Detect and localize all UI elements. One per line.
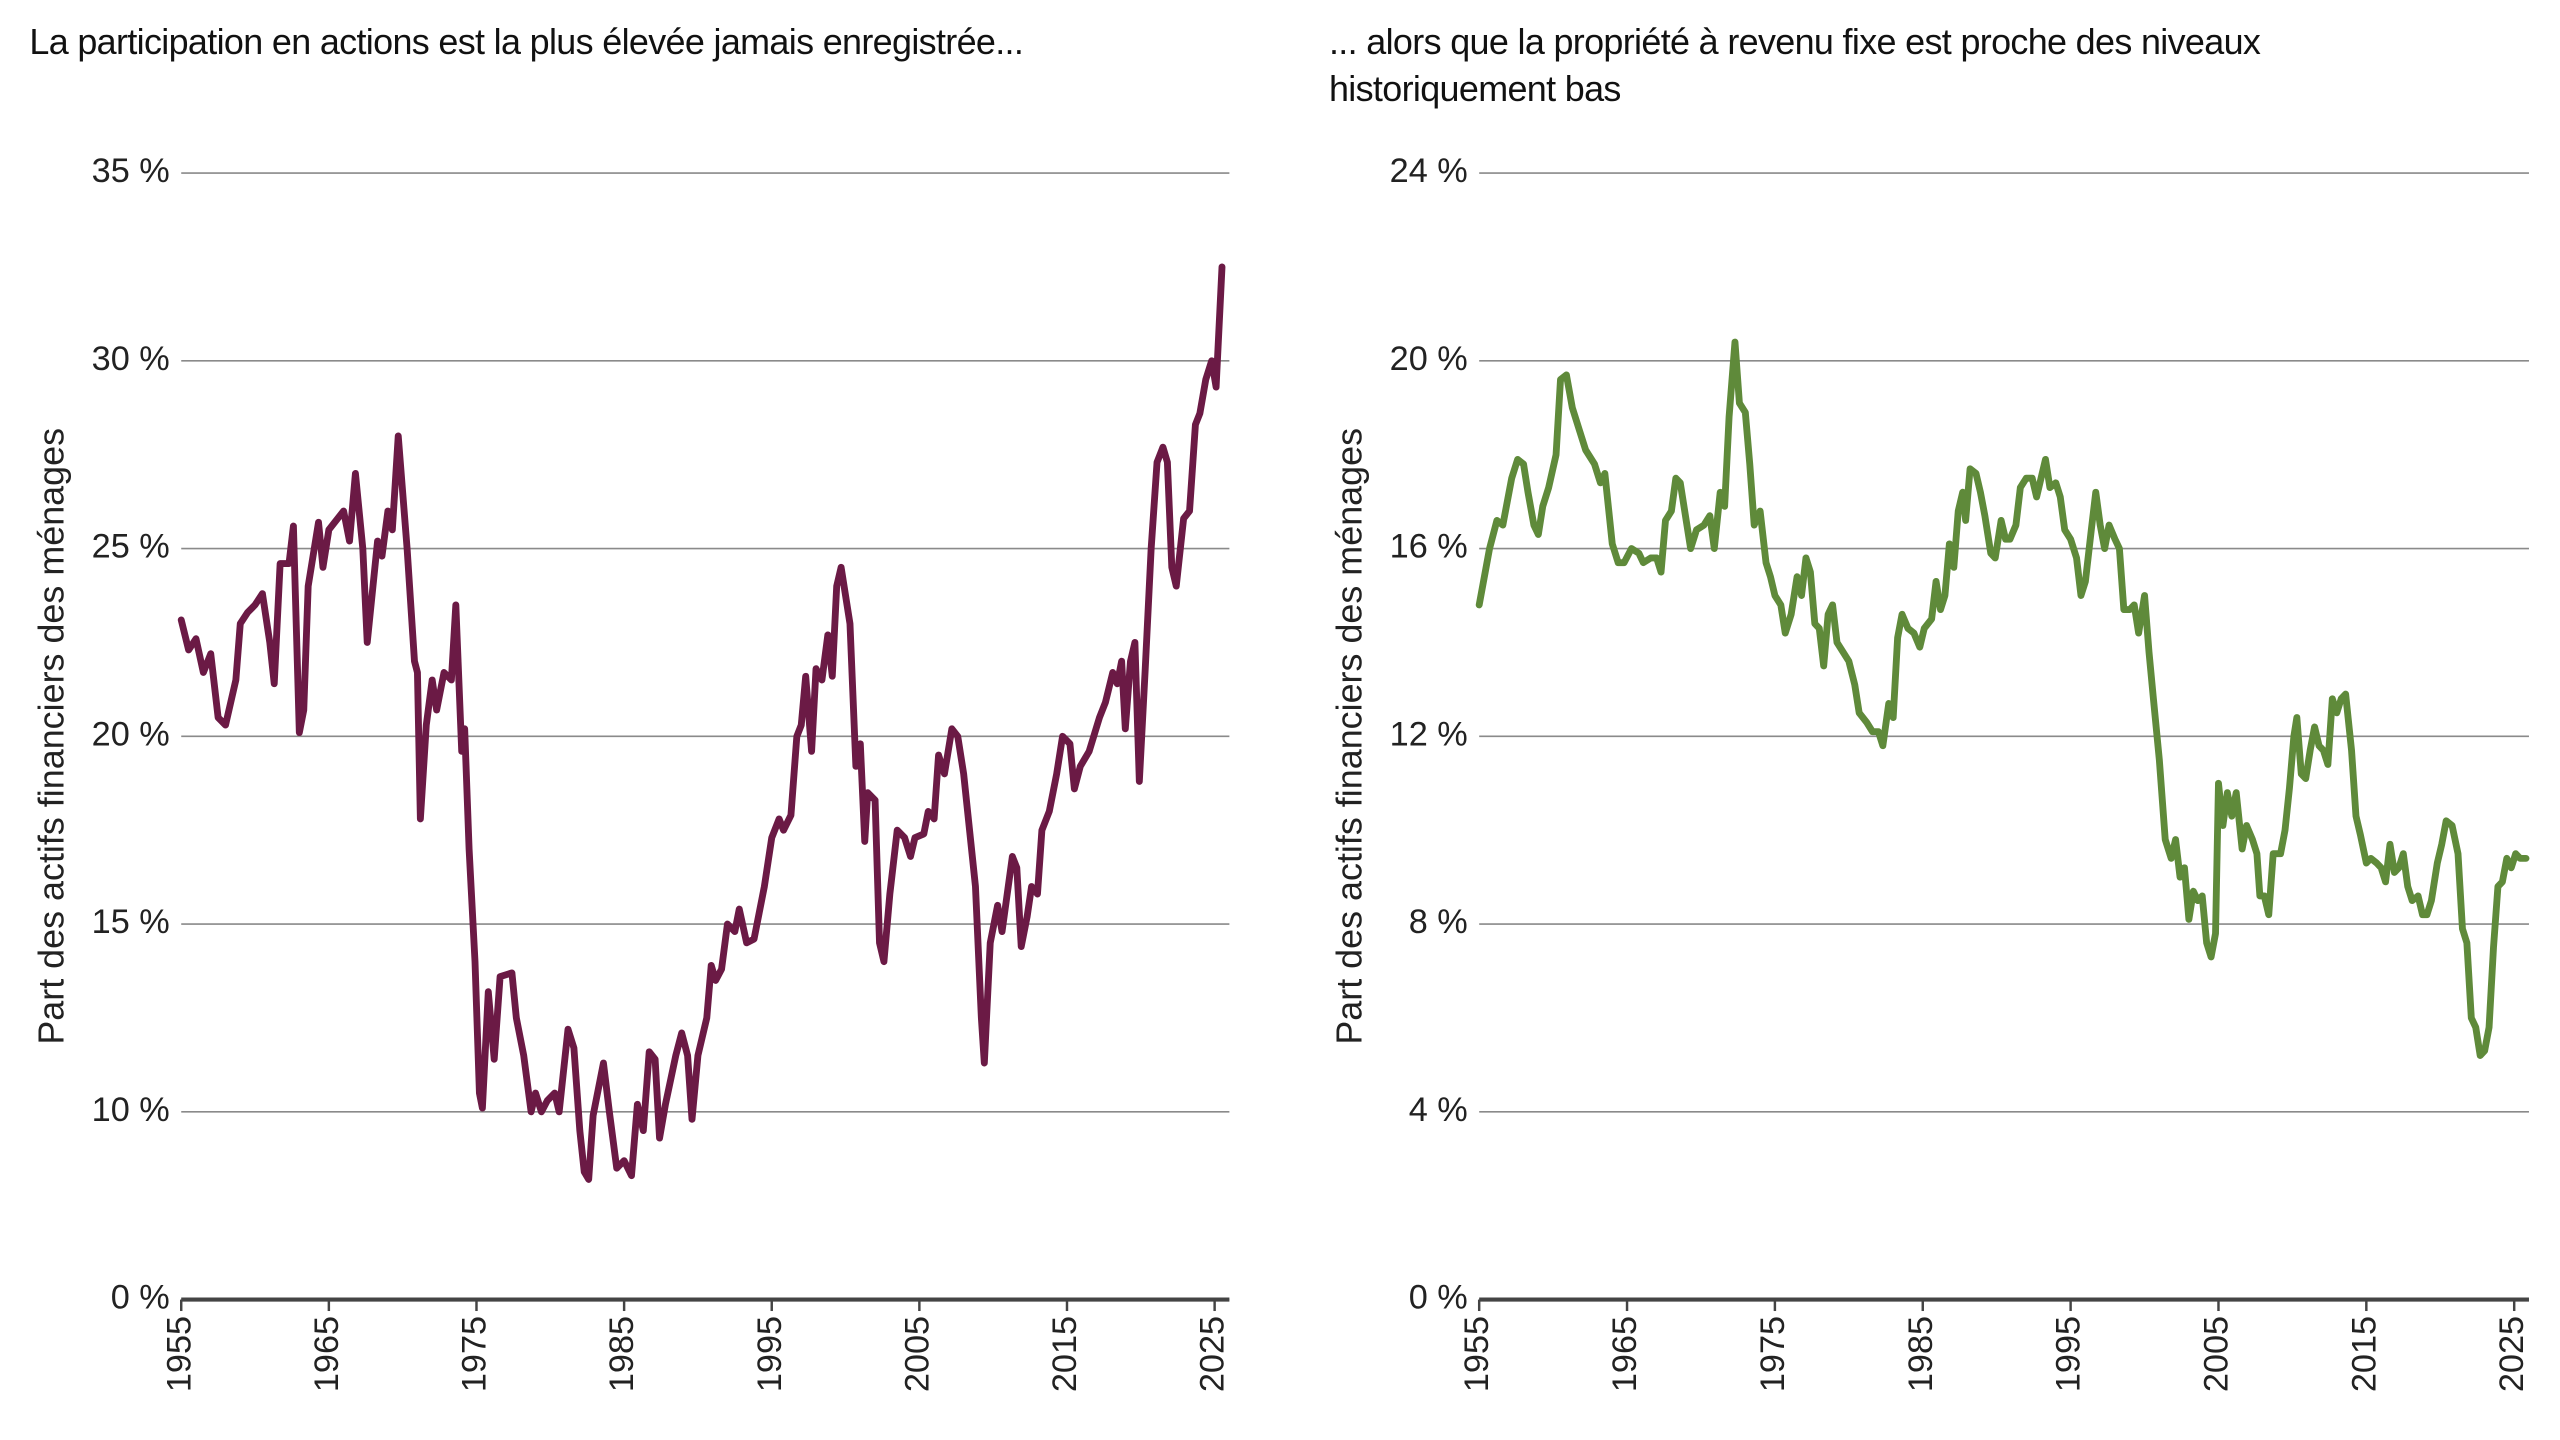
y-tick-label: 8 % [1409, 903, 1468, 941]
x-tick-label: 1985 [1902, 1316, 1940, 1392]
chart-title-box: ... alors que la propriété à revenu fixe… [1328, 21, 2261, 109]
x-tick-label: 1965 [308, 1316, 346, 1392]
x-tick-label: 2015 [1046, 1316, 1084, 1392]
y-tick-label: 25 % [92, 528, 170, 566]
x-tick-label: 1975 [1754, 1316, 1792, 1392]
y-tick-label: 0 % [111, 1279, 170, 1317]
x-tick-label: 1985 [603, 1316, 641, 1392]
x-tick-label: 2005 [2198, 1316, 2236, 1392]
y-axis-label: Part des actifs financiers des ménages [1328, 428, 1369, 1045]
chart-title: ... alors que la propriété à revenu fixe… [1328, 21, 2261, 109]
x-tick-label: 2025 [1194, 1316, 1232, 1392]
y-axis-label: Part des actifs financiers des ménages [30, 428, 71, 1045]
y-tick-label: 30 % [92, 340, 170, 378]
y-tick-label: 24 % [1390, 152, 1468, 190]
y-tick-label: 16 % [1390, 528, 1468, 566]
data-line [177, 263, 1226, 1183]
x-tick-label: 2025 [2493, 1316, 2531, 1392]
chart-title-box: La participation en actions est la plus … [29, 21, 1024, 63]
x-tick-label: 2015 [2345, 1316, 2383, 1392]
x-tick-label: 1995 [751, 1316, 789, 1392]
y-tick-label: 10 % [92, 1091, 170, 1129]
x-tick-label: 1965 [1606, 1316, 1644, 1392]
y-tick-label: 20 % [92, 715, 170, 753]
x-tick-label: 1975 [456, 1316, 494, 1392]
x-tick-label: 1955 [160, 1316, 198, 1392]
y-tick-label: 20 % [1390, 340, 1468, 378]
y-tick-label: 4 % [1409, 1091, 1468, 1129]
y-tick-label: 12 % [1390, 715, 1468, 753]
x-tick-label: 1995 [2050, 1316, 2088, 1392]
x-tick-label: 1955 [1458, 1316, 1496, 1392]
y-tick-label: 35 % [92, 152, 170, 190]
y-tick-label: 15 % [92, 903, 170, 941]
chart-title: La participation en actions est la plus … [29, 21, 1024, 63]
x-tick-label: 2005 [898, 1316, 936, 1392]
y-tick-label: 0 % [1409, 1279, 1468, 1317]
data-line [1475, 338, 2530, 1059]
